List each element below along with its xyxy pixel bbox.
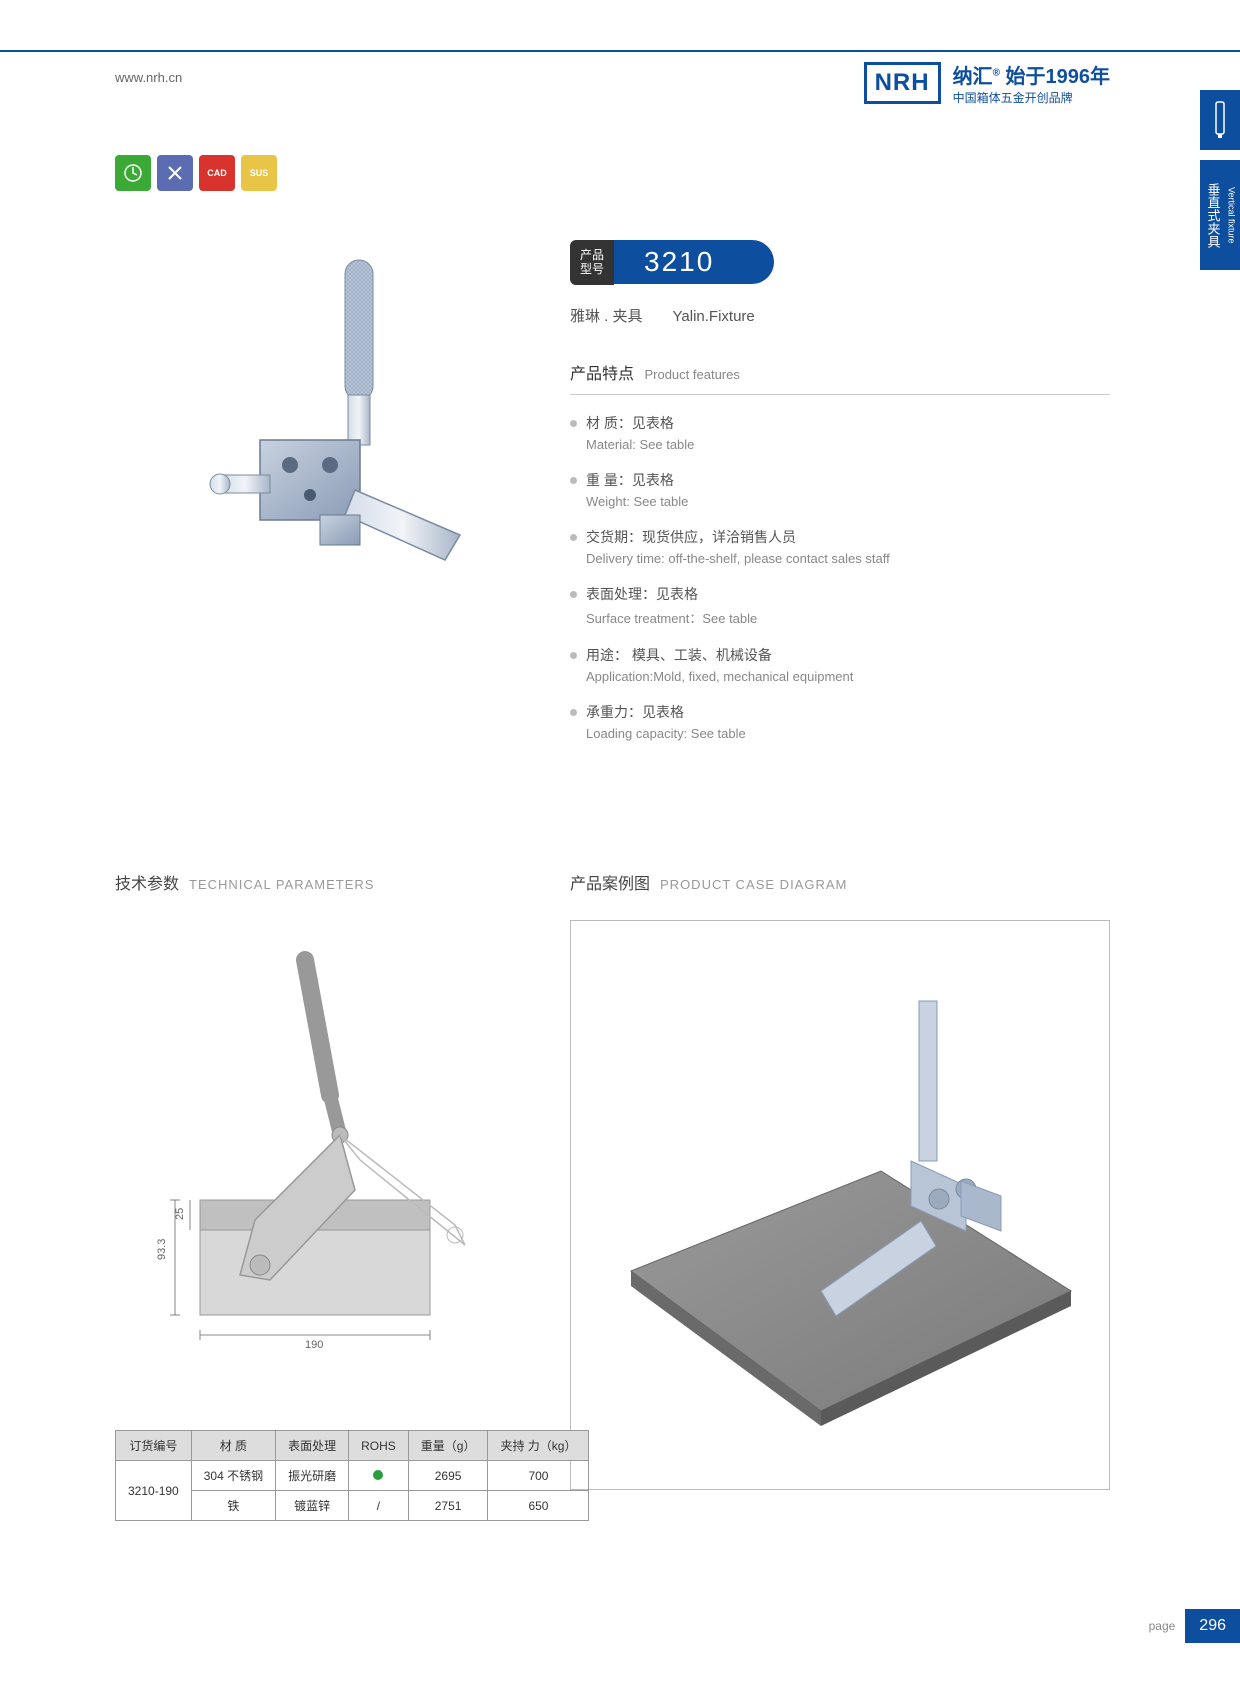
badge-eco-icon — [115, 155, 151, 191]
feature-cn: 承重力：见表格 — [586, 702, 1110, 722]
feature-cn: 重 量：见表格 — [586, 470, 1110, 490]
product-subtitle: 雅琳 . 夹具Yalin.Fixture — [570, 305, 755, 326]
side-indicator-icon — [1200, 90, 1240, 150]
feature-cn: 表面处理：见表格 — [586, 584, 1110, 604]
page-label: page — [1149, 1619, 1176, 1633]
feature-item: 表面处理：见表格 Surface treatment：See table — [570, 584, 1110, 627]
dim-height-top: 25 — [174, 1208, 186, 1220]
logo: NRH — [864, 62, 941, 104]
page-header: www.nrh.cn NRH 纳汇® 始于1996年 中国箱体五金开创品牌 — [0, 50, 1240, 140]
feature-en: Material: See table — [586, 437, 1110, 452]
table-header: 重量（g） — [408, 1431, 488, 1461]
badge-tools-icon — [157, 155, 193, 191]
model-label: 产品型号 — [570, 240, 614, 285]
table-header: 订货编号 — [116, 1431, 192, 1461]
tech-params-heading: 技术参数TECHNICAL PARAMETERS — [115, 870, 374, 894]
feature-item: 交货期：现货供应，详洽销售人员 Delivery time: off-the-sh… — [570, 527, 1110, 566]
feature-item: 重 量：见表格 Weight: See table — [570, 470, 1110, 509]
brand-text: 纳汇® 始于1996年 中国箱体五金开创品牌 — [953, 60, 1110, 106]
model-number-block: 产品型号 3210 — [570, 240, 774, 285]
feature-en: Loading capacity: See table — [586, 726, 1110, 741]
page-footer: page 296 — [1149, 1609, 1240, 1643]
feature-cn: 交货期：现货供应，详洽销售人员 — [586, 527, 1110, 547]
feature-cn: 材 质：见表格 — [586, 413, 1110, 433]
table-header: 表面处理 — [276, 1431, 349, 1461]
brand-name-cn: 纳汇® 始于1996年 — [953, 60, 1110, 89]
feature-en: Weight: See table — [586, 494, 1110, 509]
technical-diagram: 93.3 25 190 — [115, 920, 535, 1400]
dim-height-total: 93.3 — [156, 1239, 168, 1260]
model-number: 3210 — [614, 240, 774, 284]
features-heading: 产品特点 Product features — [570, 360, 1110, 395]
feature-item: 用途： 模具、工装、机械设备 Application:Mold, fixed, m… — [570, 645, 1110, 684]
brand-tagline: 中国箱体五金开创品牌 — [953, 89, 1110, 106]
feature-en: Delivery time: off-the-shelf, please con… — [586, 551, 1110, 566]
feature-en: Application:Mold, fixed, mechanical equi… — [586, 669, 1110, 684]
feature-item: 承重力：见表格 Loading capacity: See table — [570, 702, 1110, 741]
feature-item: 材 质：见表格 Material: See table — [570, 413, 1110, 452]
badge-sus: SUS — [241, 155, 277, 191]
case-diagram-box — [570, 920, 1110, 1490]
table-header: 材 质 — [191, 1431, 275, 1461]
feature-cn: 用途： 模具、工装、机械设备 — [586, 645, 1110, 665]
feature-en: Surface treatment：See table — [586, 608, 1110, 627]
table-row: 3210-190304 不锈钢振光研磨2695700 — [116, 1461, 589, 1491]
table-header: ROHS — [349, 1431, 409, 1461]
badge-row: CAD SUS — [115, 155, 277, 191]
spec-table: 订货编号材 质表面处理ROHS重量（g）夹持 力（kg） 3210-190304… — [115, 1430, 589, 1521]
page-number: 296 — [1185, 1609, 1240, 1643]
product-image — [180, 240, 500, 640]
dim-width: 190 — [305, 1339, 323, 1351]
badge-cad: CAD — [199, 155, 235, 191]
case-diagram-heading: 产品案例图PRODUCT CASE DIAGRAM — [570, 870, 847, 894]
table-header: 夹持 力（kg） — [488, 1431, 589, 1461]
website-url: www.nrh.cn — [115, 70, 182, 85]
side-category-tab: Vertical fixture 垂直式夹具 — [1200, 160, 1240, 270]
brand-block: NRH 纳汇® 始于1996年 中国箱体五金开创品牌 — [864, 60, 1110, 106]
features-section: 产品特点 Product features 材 质：见表格 Material: S… — [570, 360, 1110, 759]
rohs-dot-icon — [373, 1470, 383, 1480]
